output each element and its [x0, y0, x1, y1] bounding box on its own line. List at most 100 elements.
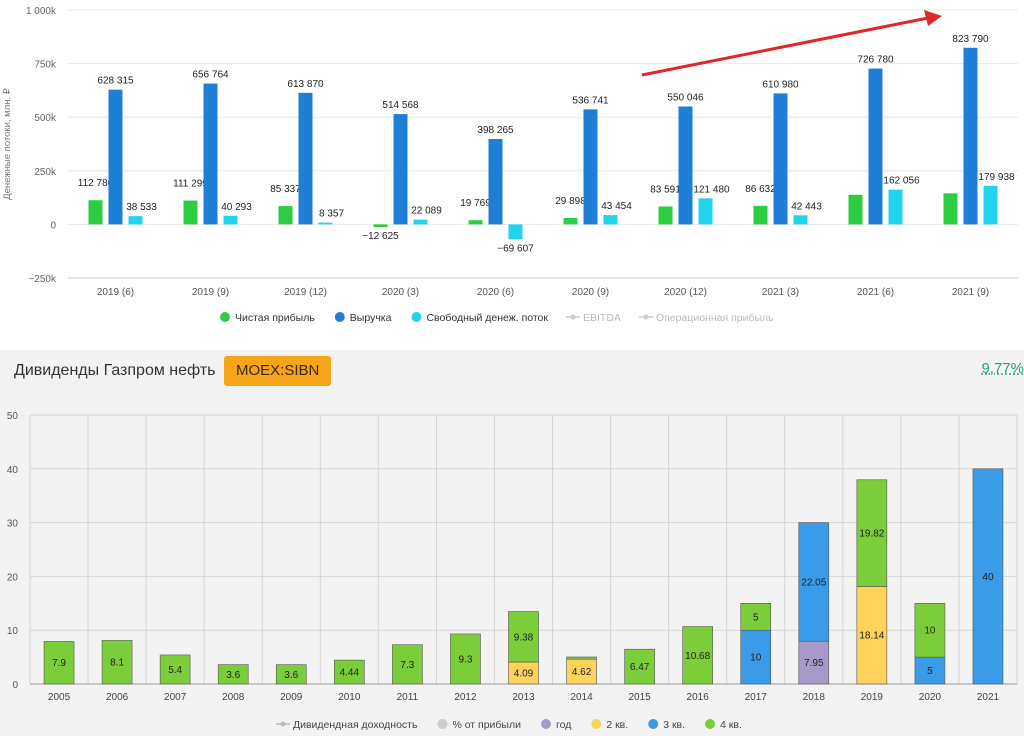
- bar-fcf[interactable]: [318, 222, 333, 225]
- dividend-bar-segment[interactable]: [159, 654, 191, 685]
- dividend-bar-segment[interactable]: [566, 658, 597, 685]
- y-tick-label: 0: [12, 680, 18, 691]
- x-tick-label: 2016: [687, 692, 710, 703]
- legend-item[interactable]: 4 кв.: [705, 719, 742, 731]
- bar-net-profit[interactable]: [753, 205, 768, 225]
- dividend-bar-segment[interactable]: [392, 644, 423, 685]
- bar-revenue[interactable]: [393, 114, 408, 225]
- trend-arrow-head: [924, 10, 942, 26]
- x-tick-label: 2021: [977, 692, 1000, 703]
- dividend-bar-segment[interactable]: [508, 611, 539, 663]
- bar-net-profit[interactable]: [183, 200, 198, 225]
- segment-label: 4.62: [572, 667, 592, 678]
- bar-fcf[interactable]: [508, 224, 523, 240]
- legend-item[interactable]: 3 кв.: [648, 719, 685, 731]
- legend-label: 3 кв.: [663, 719, 685, 731]
- bar-fcf[interactable]: [223, 215, 238, 225]
- y-tick-label: −250k: [28, 274, 57, 285]
- legend-dot: [570, 314, 576, 320]
- dividend-bar-segment[interactable]: [914, 656, 946, 685]
- legend-dot: [643, 314, 649, 320]
- legend-label: Дивидендная доходность: [293, 719, 418, 731]
- x-tick-label: 2020 (12): [664, 287, 707, 298]
- data-label: 111 299: [173, 179, 208, 190]
- bar-revenue[interactable]: [678, 106, 693, 225]
- data-label: 29 898: [555, 196, 586, 207]
- bar-revenue[interactable]: [488, 139, 503, 225]
- y-tick-label: 0: [50, 220, 56, 231]
- dividends-panel: Дивиденды Газпром нефть MOEX:SIBN 9,77% …: [0, 350, 1024, 736]
- legend-item[interactable]: Свободный денеж. поток: [411, 312, 548, 324]
- bar-net-profit[interactable]: [468, 220, 483, 225]
- x-tick-label: 2019: [861, 692, 884, 703]
- legend-item[interactable]: Выручка: [334, 312, 392, 324]
- bar-revenue[interactable]: [583, 109, 598, 225]
- data-label: 179 938: [978, 172, 1015, 183]
- dividend-bar-segment[interactable]: [217, 664, 249, 685]
- dividend-bar-segment[interactable]: [972, 468, 1004, 685]
- bar-revenue[interactable]: [868, 68, 883, 225]
- dividend-bar-segment[interactable]: [566, 656, 597, 660]
- dividend-bar-segment[interactable]: [740, 603, 772, 631]
- bar-net-profit[interactable]: [88, 200, 103, 225]
- data-label: 628 315: [97, 76, 134, 87]
- legend-item[interactable]: Операционная прибыль: [638, 312, 774, 324]
- x-tick-label: 2007: [164, 692, 187, 703]
- legend-item[interactable]: Чистая прибыль: [220, 312, 315, 324]
- dividend-bar-segment[interactable]: [43, 641, 75, 685]
- legend-item[interactable]: EBITDA: [566, 312, 621, 324]
- bar-fcf[interactable]: [983, 185, 998, 225]
- legend-label: Свободный денеж. поток: [426, 312, 548, 324]
- dividend-bar-segment[interactable]: [334, 659, 365, 685]
- data-label: 514 568: [382, 100, 419, 111]
- bar-net-profit[interactable]: [943, 193, 958, 225]
- ticker-badge[interactable]: MOEX:SIBN: [224, 356, 332, 386]
- dividend-bar-segment[interactable]: [856, 479, 888, 587]
- x-tick-label: 2020 (6): [477, 287, 514, 298]
- x-tick-label: 2019 (6): [97, 287, 134, 298]
- dividend-yield-link[interactable]: 9,77%: [981, 360, 1024, 377]
- bar-fcf[interactable]: [793, 215, 808, 225]
- bar-net-profit[interactable]: [278, 206, 293, 225]
- x-tick-label: 2021 (9): [952, 287, 989, 298]
- x-tick-label: 2012: [454, 692, 477, 703]
- segment-label: 5.4: [168, 665, 182, 676]
- bar-fcf[interactable]: [698, 198, 713, 225]
- dividend-bar-segment[interactable]: [856, 586, 888, 685]
- dividend-bar-segment[interactable]: [275, 664, 307, 685]
- segment-label: 4.09: [514, 668, 534, 679]
- bar-revenue[interactable]: [298, 92, 313, 225]
- x-tick-label: 2017: [745, 692, 768, 703]
- bar-net-profit[interactable]: [848, 194, 863, 225]
- bar-revenue[interactable]: [203, 83, 218, 225]
- bar-fcf[interactable]: [603, 215, 618, 225]
- bar-revenue[interactable]: [773, 93, 788, 225]
- segment-label: 6.47: [630, 662, 650, 673]
- dividend-bar-segment[interactable]: [914, 603, 946, 658]
- y-tick-label: 30: [7, 519, 19, 530]
- bar-revenue[interactable]: [108, 89, 123, 225]
- dividend-bar-segment[interactable]: [798, 522, 830, 642]
- dividend-bar-segment[interactable]: [450, 633, 481, 685]
- bar-fcf[interactable]: [128, 216, 143, 225]
- x-tick-label: 2020: [919, 692, 942, 703]
- segment-label: 3.6: [284, 670, 298, 681]
- data-label: 43 454: [601, 201, 632, 212]
- dividend-bar-segment[interactable]: [101, 640, 133, 685]
- bar-fcf[interactable]: [413, 219, 428, 225]
- bar-net-profit[interactable]: [658, 206, 673, 225]
- x-tick-label: 2005: [48, 692, 71, 703]
- y-tick-label: 10: [7, 626, 19, 637]
- bar-fcf[interactable]: [888, 189, 903, 225]
- dividend-bar-segment[interactable]: [682, 626, 713, 685]
- legend-item[interactable]: Дивидендная доходность: [276, 719, 418, 731]
- y-tick-label: 250k: [34, 167, 57, 178]
- bar-net-profit[interactable]: [373, 224, 388, 228]
- legend-item[interactable]: % от прибыли: [437, 719, 521, 731]
- legend-item[interactable]: 2 кв.: [591, 719, 628, 731]
- bar-net-profit[interactable]: [563, 217, 578, 225]
- bar-revenue[interactable]: [963, 47, 978, 225]
- data-label: 86 632: [745, 184, 776, 195]
- dividend-bar-segment[interactable]: [624, 648, 655, 685]
- legend-item[interactable]: год: [540, 719, 571, 731]
